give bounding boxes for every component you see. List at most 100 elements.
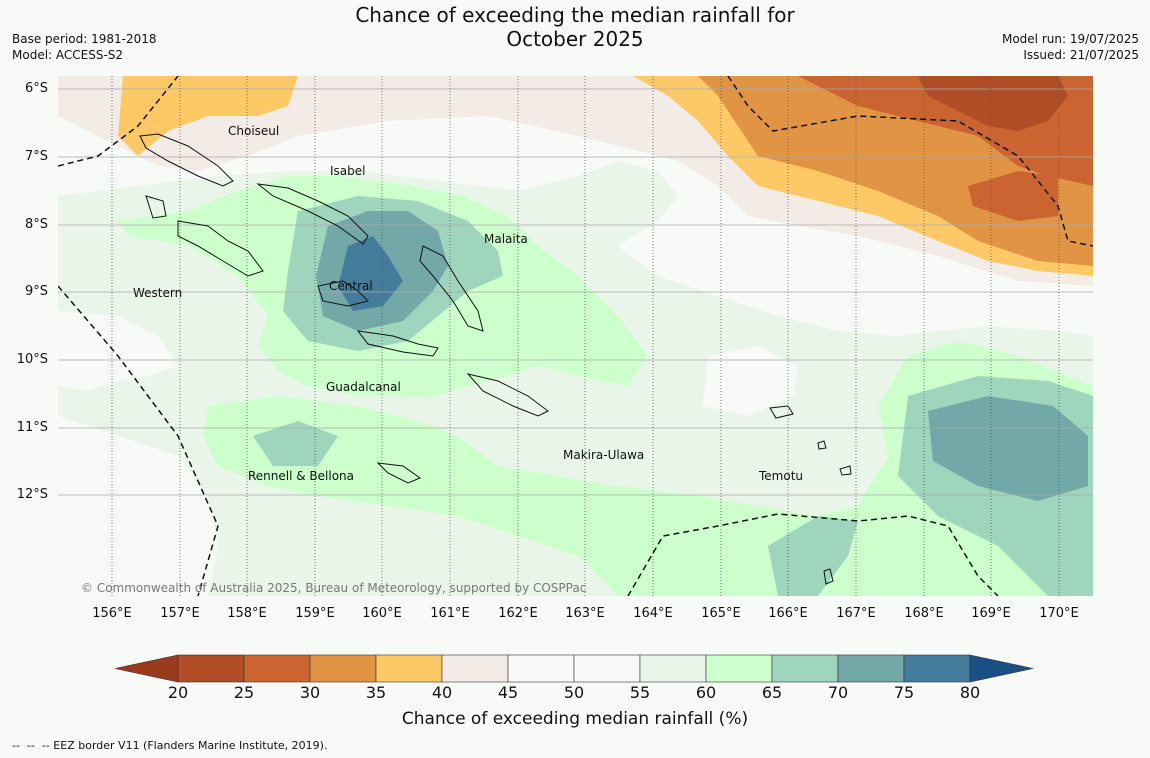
- colorbar-cell: [639, 654, 707, 683]
- lat-label-8s: 8°S: [24, 217, 48, 232]
- island-malaita: [419, 245, 484, 332]
- island-choiseul: [139, 133, 234, 187]
- colorbar-title: Chance of exceeding median rainfall (%): [401, 709, 749, 729]
- issued-date: Issued: 21/07/2025: [1023, 48, 1139, 62]
- model-run: Model run: 19/07/2025: [1001, 32, 1139, 46]
- island-rennell: [376, 462, 422, 484]
- meta-right: Model run: 19/07/2025 Issued: 21/07/2025: [1002, 31, 1139, 63]
- island-temotu-2: [817, 440, 827, 450]
- contour-25-30-b: [968, 171, 1058, 221]
- title-line-2: October 2025: [506, 27, 644, 51]
- cb-tick-50: 50: [563, 683, 585, 702]
- cb-tick-55: 55: [629, 683, 651, 702]
- colorbar-cell: [573, 654, 641, 683]
- contour-20-25: [918, 76, 1068, 131]
- island-temotu-3: [839, 465, 852, 476]
- lon-label-168e: 168°E: [904, 606, 944, 621]
- lat-gridlines: [58, 88, 1093, 496]
- meta-left: Base period: 1981-2018 Model: ACCESS-S2: [12, 31, 157, 63]
- lon-label-164e: 164°E: [633, 606, 673, 621]
- cb-tick-40: 40: [431, 683, 453, 702]
- cb-tick-20: 20: [167, 683, 189, 702]
- colorbar-cell: [903, 654, 971, 683]
- colorbar: [114, 654, 1034, 683]
- cb-tick-45: 45: [497, 683, 519, 702]
- map-canvas: Choiseul Isabel Malaita Western Central …: [58, 76, 1093, 596]
- rainfall-map: Choiseul Isabel Malaita Western Central …: [58, 76, 1093, 596]
- title-line-1: Chance of exceeding the median rainfall …: [355, 3, 795, 27]
- label-rennell-bellona: Rennell & Bellona: [248, 469, 354, 483]
- province-labels: Choiseul Isabel Malaita Western Central …: [133, 124, 803, 483]
- map-title: Chance of exceeding the median rainfall …: [0, 3, 1150, 51]
- lon-label-167e: 167°E: [836, 606, 876, 621]
- copyright-text: © Commonwealth of Australia 2025, Bureau…: [81, 581, 586, 595]
- lat-label-6s: 6°S: [24, 81, 48, 96]
- contour-50-55-a: [58, 326, 138, 391]
- eez-legend-note: -- -- -- EEZ border V11 (Flanders Marine…: [12, 739, 328, 752]
- lon-label-157e: 157°E: [160, 606, 200, 621]
- lat-label-11s: 11°S: [16, 420, 48, 435]
- label-temotu: Temotu: [758, 469, 803, 483]
- label-isabel: Isabel: [330, 164, 365, 178]
- colorbar-cell: [771, 654, 839, 683]
- lon-label-162e: 162°E: [498, 606, 538, 621]
- colorbar-cell: [243, 654, 311, 683]
- lat-label-9s: 9°S: [24, 284, 48, 299]
- lon-label-165e: 165°E: [701, 606, 741, 621]
- lon-label-161e: 161°E: [430, 606, 470, 621]
- lon-label-160e: 160°E: [362, 606, 402, 621]
- colorbar-cell: [705, 654, 773, 683]
- contour-65-70-rennell: [253, 421, 338, 466]
- label-choiseul: Choiseul: [228, 124, 279, 138]
- label-malaita: Malaita: [484, 232, 528, 246]
- contour-60-65-south: [203, 341, 1093, 596]
- island-central: [317, 280, 369, 307]
- label-makira-ulawa: Makira-Ulawa: [563, 448, 644, 462]
- lon-label-170e: 170°E: [1039, 606, 1079, 621]
- lon-label-159e: 159°E: [295, 606, 335, 621]
- island-western-1: [177, 220, 264, 277]
- model-name: Model: ACCESS-S2: [12, 48, 124, 62]
- cb-tick-75: 75: [893, 683, 915, 702]
- colorbar-under-triangle: [114, 654, 179, 683]
- contour-50-55-c: [703, 346, 798, 416]
- contour-35-40-west: [118, 76, 298, 156]
- island-south-1: [823, 568, 834, 585]
- lat-label-12s: 12°S: [16, 487, 48, 502]
- lon-label-156e: 156°E: [92, 606, 132, 621]
- island-guadalcanal: [356, 330, 439, 357]
- label-guadalcanal: Guadalcanal: [326, 380, 401, 394]
- contour-50-55-b: [58, 416, 218, 596]
- base-period: Base period: 1981-2018: [12, 32, 157, 46]
- lat-label-10s: 10°S: [16, 352, 48, 367]
- island-makira: [466, 373, 549, 417]
- cb-tick-60: 60: [695, 683, 717, 702]
- colorbar-cell: [309, 654, 377, 683]
- lon-label-169e: 169°E: [971, 606, 1011, 621]
- lon-label-158e: 158°E: [227, 606, 267, 621]
- cb-tick-70: 70: [827, 683, 849, 702]
- eez-borders: [58, 76, 1093, 596]
- label-western: Western: [133, 286, 182, 300]
- colorbar-over-triangle: [969, 654, 1034, 683]
- colorbar-cell: [837, 654, 905, 683]
- label-central: Central: [329, 279, 373, 293]
- cb-tick-30: 30: [299, 683, 321, 702]
- colorbar-cell: [507, 654, 575, 683]
- lon-label-163e: 163°E: [565, 606, 605, 621]
- contour-70-75-temotu: [928, 396, 1088, 501]
- colorbar-cell: [177, 654, 245, 683]
- island-isabel: [256, 183, 369, 245]
- island-temotu-1: [769, 405, 794, 419]
- lat-label-7s: 7°S: [24, 149, 48, 164]
- island-western-2: [145, 195, 167, 219]
- cb-tick-65: 65: [761, 683, 783, 702]
- contour-65-70-se: [768, 516, 858, 596]
- lon-label-166e: 166°E: [768, 606, 808, 621]
- colorbar-cell: [441, 654, 509, 683]
- cb-tick-80: 80: [959, 683, 981, 702]
- colorbar-cells: [114, 654, 1034, 683]
- cb-tick-25: 25: [233, 683, 255, 702]
- colorbar-cell: [375, 654, 443, 683]
- coastlines: [139, 133, 852, 585]
